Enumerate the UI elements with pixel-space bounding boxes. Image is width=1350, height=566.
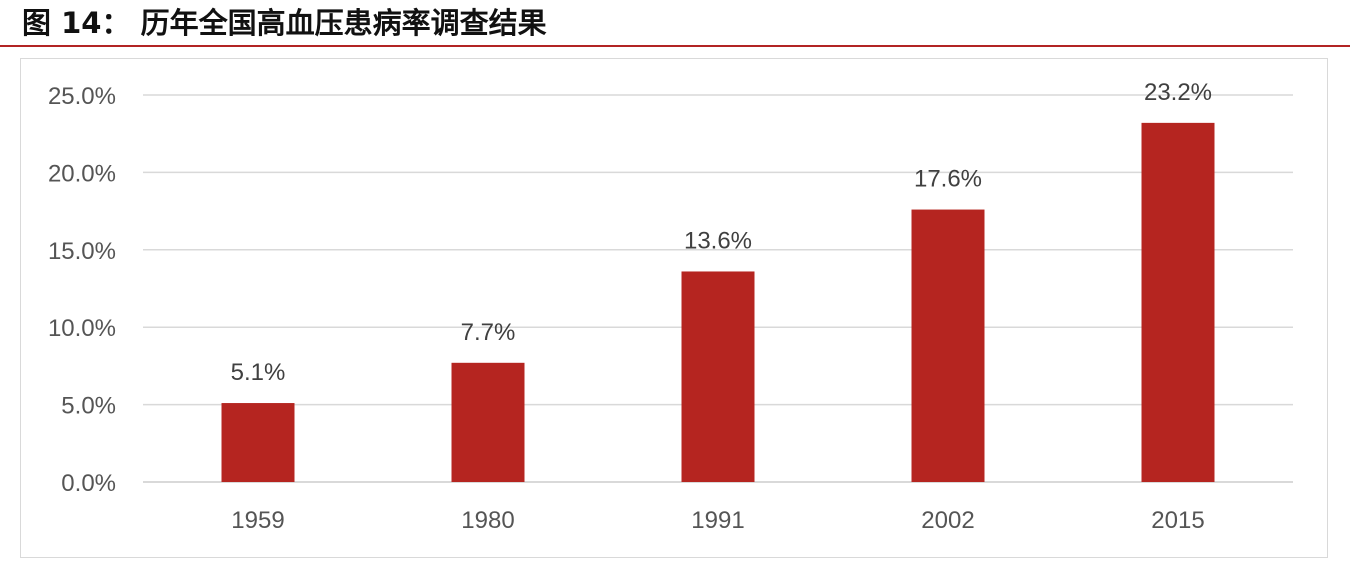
y-tick-label: 10.0%	[48, 315, 116, 342]
x-tick-label-1959: 1959	[231, 507, 284, 534]
figure-number: 14：	[61, 6, 131, 40]
y-tick-label: 0.0%	[61, 470, 116, 497]
y-tick-label: 5.0%	[61, 393, 116, 420]
y-tick-label: 20.0%	[48, 160, 116, 187]
x-tick-label-1980: 1980	[461, 507, 514, 534]
y-axis-ticks: 0.0% 5.0% 10.0% 15.0% 20.0% 25.0%	[48, 83, 116, 497]
data-label-2015: 23.2%	[1144, 79, 1212, 106]
data-label-1991: 13.6%	[684, 227, 752, 254]
x-tick-label-2002: 2002	[921, 507, 974, 534]
x-tick-label-1991: 1991	[691, 507, 744, 534]
bar-1991	[681, 271, 755, 482]
bar-2002	[911, 209, 985, 482]
data-label-2002: 17.6%	[914, 166, 982, 193]
chart-frame	[20, 58, 1328, 558]
figure-label: 图	[22, 6, 52, 40]
title-divider	[0, 45, 1350, 47]
bar-2015	[1141, 122, 1215, 482]
data-label-1959: 5.1%	[231, 359, 286, 386]
y-tick-label: 25.0%	[48, 83, 116, 110]
x-tick-label-2015: 2015	[1151, 507, 1204, 534]
x-axis-ticks: 1959 1980 1991 2002 2015	[231, 507, 1204, 534]
bar-1959	[221, 403, 295, 482]
y-tick-label: 15.0%	[48, 238, 116, 265]
bar-1980	[451, 362, 525, 482]
data-labels: 5.1% 7.7% 13.6% 17.6% 23.2%	[231, 79, 1212, 386]
chart-title: 历年全国高血压患病率调查结果	[140, 6, 547, 40]
figure-title: 图 14： 历年全国高血压患病率调查结果	[22, 4, 547, 42]
data-label-1980: 7.7%	[461, 319, 516, 346]
bars	[221, 122, 1215, 482]
